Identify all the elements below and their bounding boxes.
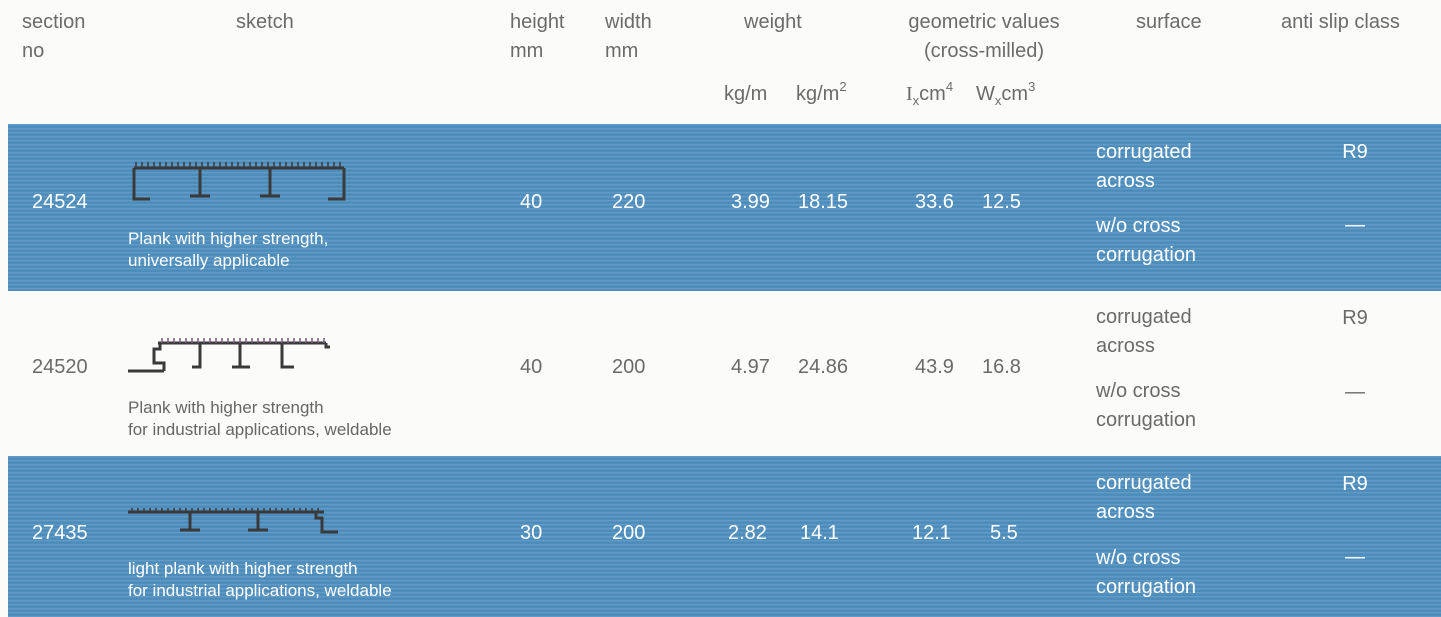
surface-line-1: w/o cross	[1096, 215, 1181, 237]
anti-slip-class: —	[1345, 546, 1365, 568]
table-row: 27435 light plank with higher strength f…	[0, 456, 1441, 617]
description-line-2: for industrial applications, weldable	[128, 581, 392, 600]
surface-line-1: w/o cross	[1096, 380, 1181, 402]
header-weight-kgm: kg/m	[724, 83, 768, 105]
surface-line-1: corrugated	[1096, 141, 1192, 163]
ix-sup: 4	[945, 79, 954, 94]
surface-line-2: corrugation	[1096, 244, 1197, 266]
wx-letter: W	[976, 83, 995, 105]
height-value: 40	[520, 356, 543, 378]
surface-no-corrugation: w/o cross corrugation	[1096, 544, 1196, 602]
section-number: 24524	[32, 191, 88, 213]
surface-line-2: across	[1096, 335, 1155, 357]
row-band-3	[8, 456, 1441, 617]
header-cross-milled-label: (cross-milled)	[924, 40, 1044, 62]
header-section-label: section	[22, 11, 86, 33]
kgm2-base: kg/m	[796, 83, 840, 105]
surface-line-1: w/o cross	[1096, 547, 1181, 569]
wx-value: 5.5	[990, 522, 1018, 544]
surface-no-corrugation: w/o cross corrugation	[1096, 212, 1196, 270]
header-ix: Ixcm4	[906, 80, 953, 108]
header-weight: weight	[744, 11, 802, 33]
description-line-1: Plank with higher strength	[128, 398, 324, 417]
table-row: 24524 Plank with higher strength, univer…	[0, 124, 1441, 291]
ix-sub: x	[912, 93, 920, 108]
wx-sup: 3	[1028, 79, 1036, 94]
surface-line-2: corrugation	[1096, 576, 1197, 598]
header-anti-slip: anti slip class	[1281, 11, 1400, 33]
ix-letter: I	[906, 83, 913, 105]
header-no-label: no	[22, 40, 45, 62]
wx-value: 16.8	[982, 356, 1021, 378]
header-geometric-label: geometric values	[908, 11, 1060, 33]
header-geometric: geometric values (cross-milled)	[884, 8, 1084, 66]
header-width: width mm	[605, 8, 652, 66]
width-value: 200	[612, 356, 646, 378]
plank-description: Plank with higher strength, universally …	[128, 228, 328, 272]
height-value: 30	[520, 522, 543, 544]
header-width-unit: mm	[605, 40, 639, 62]
header-height-unit: mm	[510, 40, 544, 62]
weight-kgm2-value: 18.15	[798, 191, 849, 213]
surface-line-2: across	[1096, 170, 1155, 192]
description-line-2: for industrial applications, weldable	[128, 420, 392, 439]
wx-value: 12.5	[982, 191, 1021, 213]
header-weight-kgm2: kg/m2	[796, 80, 847, 106]
ix-value: 43.9	[915, 356, 954, 378]
plank-description: light plank with higher strength for ind…	[128, 558, 392, 602]
header-sketch: sketch	[236, 11, 294, 33]
kgm2-sup: 2	[839, 79, 847, 94]
surface-line-2: across	[1096, 501, 1155, 523]
header-section-no: section no	[22, 8, 85, 66]
section-number: 24520	[32, 356, 88, 378]
ix-value: 12.1	[912, 522, 951, 544]
header-width-label: width	[605, 11, 652, 33]
weight-kgm-value: 3.99	[731, 191, 770, 213]
wx-sub: x	[994, 93, 1002, 108]
description-line-2: universally applicable	[128, 251, 290, 270]
ix-value: 33.6	[915, 191, 954, 213]
row-band-1	[8, 124, 1441, 291]
width-value: 220	[612, 191, 646, 213]
surface-corrugated: corrugated across	[1096, 138, 1192, 196]
table-row: 24520 Plank with higher strength for ind…	[0, 291, 1441, 456]
surface-line-2: corrugation	[1096, 409, 1197, 431]
ix-unit: cm	[919, 83, 946, 105]
section-number: 27435	[32, 522, 88, 544]
description-line-1: light plank with higher strength	[128, 559, 358, 578]
weight-kgm-value: 4.97	[731, 356, 770, 378]
anti-slip-class: —	[1345, 381, 1365, 403]
weight-kgm2-value: 24.86	[798, 356, 849, 378]
plank-profile-sketch	[128, 508, 338, 534]
width-value: 200	[612, 522, 646, 544]
anti-slip-class: R9	[1342, 473, 1368, 495]
description-line-1: Plank with higher strength,	[128, 229, 329, 248]
anti-slip-class: —	[1345, 214, 1365, 236]
weight-kgm2-value: 14.1	[800, 522, 839, 544]
header-wx: Wxcm3	[976, 80, 1035, 108]
plank-profile-sketch	[128, 338, 330, 373]
header-height-label: height	[510, 11, 565, 33]
weight-kgm-value: 2.82	[728, 522, 767, 544]
header-height: height mm	[510, 8, 565, 66]
anti-slip-class: R9	[1342, 141, 1368, 163]
surface-corrugated: corrugated across	[1096, 469, 1192, 527]
wx-unit: cm	[1001, 83, 1029, 105]
height-value: 40	[520, 191, 543, 213]
anti-slip-class: R9	[1342, 307, 1368, 329]
plank-profile-sketch	[132, 162, 346, 201]
surface-line-1: corrugated	[1096, 306, 1192, 328]
surface-corrugated: corrugated across	[1096, 303, 1192, 361]
plank-description: Plank with higher strength for industria…	[128, 397, 392, 441]
surface-line-1: corrugated	[1096, 472, 1192, 494]
surface-no-corrugation: w/o cross corrugation	[1096, 377, 1196, 435]
header-surface: surface	[1136, 11, 1202, 33]
